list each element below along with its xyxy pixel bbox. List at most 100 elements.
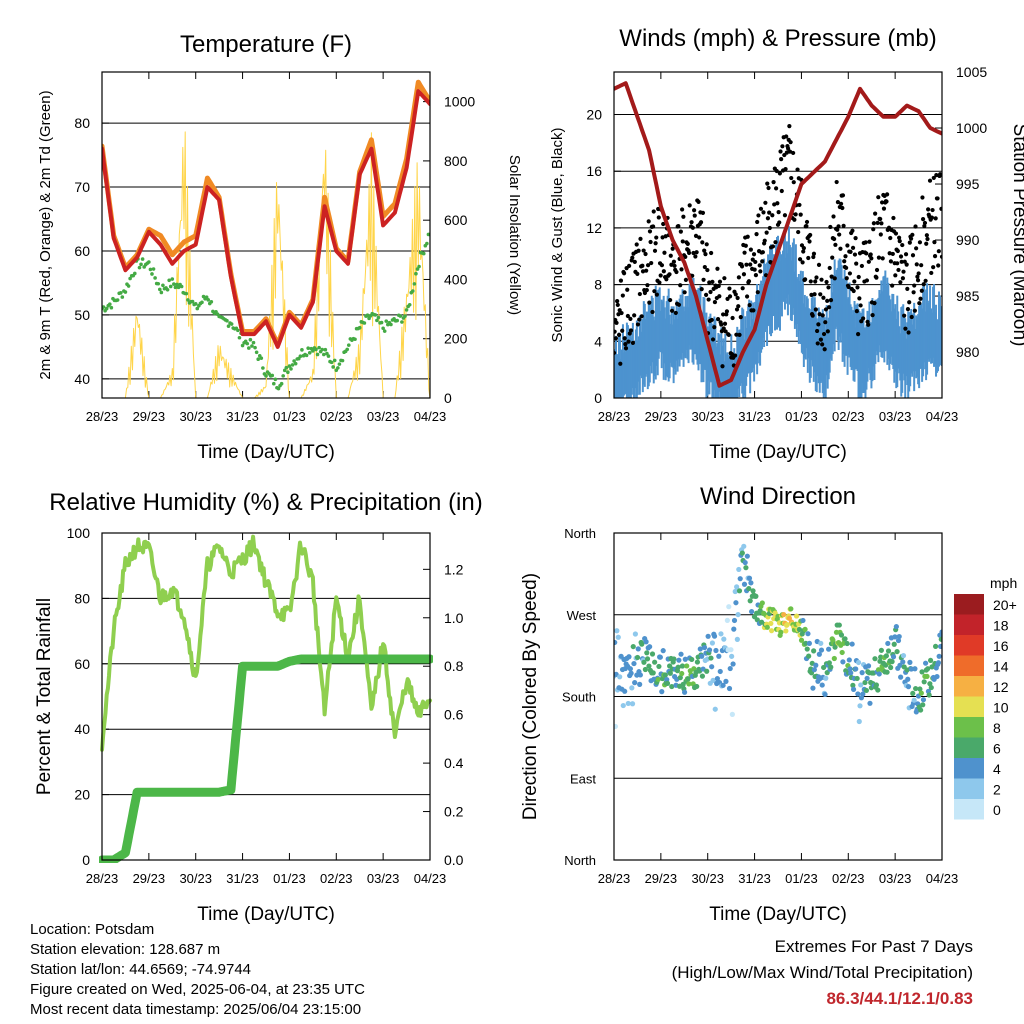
dewpoint-point	[259, 356, 264, 360]
direction-point	[919, 669, 925, 675]
dewpoint-point	[150, 272, 154, 276]
dewpoint-point	[282, 368, 287, 373]
dewpoint-point	[102, 305, 106, 309]
gust-point	[735, 295, 740, 301]
dewpoint-point	[226, 324, 231, 328]
gust-point	[854, 309, 859, 314]
y-tick-label: 100	[67, 525, 91, 541]
direction-point	[828, 664, 834, 670]
gust-point	[700, 240, 705, 245]
x-tick-label: 03/23	[367, 871, 400, 886]
extremes-subheading: (High/Low/Max Wind/Total Precipitation)	[671, 963, 973, 982]
direction-point	[938, 636, 942, 642]
gust-point	[853, 235, 858, 241]
gust-point	[651, 209, 656, 214]
dewpoint-point	[317, 345, 321, 350]
dewpoint-point	[365, 313, 370, 318]
gust-point	[751, 308, 756, 313]
gust-point	[696, 199, 701, 205]
gust-point	[674, 269, 679, 275]
direction-point	[850, 682, 856, 688]
dewpoint-point	[172, 282, 176, 286]
direction-point	[838, 632, 845, 638]
direction-point	[732, 588, 738, 595]
direction-point	[818, 640, 824, 646]
gust-point	[897, 235, 902, 240]
gust-point	[628, 328, 634, 333]
y-tick-label: North	[564, 526, 596, 541]
direction-point	[637, 672, 643, 678]
direction-point	[742, 559, 748, 566]
direction-point	[798, 637, 805, 643]
gust-point	[645, 283, 650, 288]
direction-point	[863, 687, 870, 694]
gust-point	[819, 277, 824, 282]
x-tick-label: 31/23	[738, 409, 771, 424]
dewpoint-point	[140, 257, 145, 261]
gust-point	[752, 267, 757, 272]
direction-point	[912, 666, 918, 672]
x-tick-label: 04/23	[414, 409, 447, 424]
direction-point	[806, 640, 812, 646]
direction-point	[816, 651, 822, 657]
direction-point	[694, 683, 700, 690]
x-tick-label: 30/23	[691, 871, 724, 886]
x-axis-label: Time (Day/UTC)	[197, 442, 335, 463]
dewpoint-point	[421, 251, 426, 256]
gust-point	[719, 322, 724, 327]
x-tick-label: 31/23	[226, 871, 259, 886]
gust-point	[712, 299, 718, 305]
direction-point	[876, 671, 882, 677]
direction-point	[712, 706, 718, 712]
direction-point	[910, 690, 916, 697]
direction-point	[811, 667, 817, 673]
x-tick-label: 03/23	[879, 871, 912, 886]
x-tick-label: 04/23	[414, 871, 447, 886]
dewpoint-point	[195, 306, 200, 311]
gust-point	[707, 280, 712, 285]
x-tick-label: 01/23	[273, 871, 306, 886]
gust-point	[816, 322, 821, 327]
plot-area	[99, 534, 433, 863]
direction-point	[710, 677, 716, 683]
gust-point	[801, 249, 806, 254]
gust-point	[815, 341, 820, 346]
gust-point	[788, 140, 793, 145]
gust-point	[720, 364, 725, 369]
direction-point	[729, 711, 735, 717]
gust-point	[813, 307, 818, 312]
gust-point	[872, 301, 877, 306]
direction-point	[650, 670, 656, 676]
gust-point	[919, 263, 924, 268]
gust-point	[875, 220, 880, 225]
legend-swatch	[954, 799, 984, 820]
gust-point	[723, 329, 728, 334]
x-tick-label: 04/23	[926, 409, 959, 424]
direction-point	[614, 628, 620, 634]
dewpoint-point	[190, 299, 195, 304]
direction-point	[781, 611, 787, 618]
gust-point	[703, 292, 709, 297]
dewpoint-point	[273, 377, 278, 382]
legend-label: 6	[993, 741, 1001, 757]
direction-point	[729, 653, 735, 659]
gust-point	[673, 310, 678, 316]
gust-point	[817, 312, 822, 317]
gust-point	[763, 273, 769, 278]
direction-point	[847, 666, 853, 672]
gust-point	[854, 261, 859, 266]
gust-point	[878, 232, 883, 237]
dewpoint-point	[254, 350, 259, 355]
direction-point	[682, 656, 688, 662]
direction-point	[701, 644, 708, 651]
gust-point	[793, 212, 798, 217]
x-tick-label: 01/23	[785, 409, 818, 424]
gust-point	[760, 259, 765, 264]
y2-tick-label: 1000	[444, 94, 475, 110]
gust-point	[715, 266, 720, 271]
dewpoint-point	[237, 335, 242, 340]
gust-point	[764, 230, 769, 235]
direction-point	[753, 593, 759, 599]
gust-point	[848, 249, 853, 254]
gust-point	[639, 314, 644, 319]
